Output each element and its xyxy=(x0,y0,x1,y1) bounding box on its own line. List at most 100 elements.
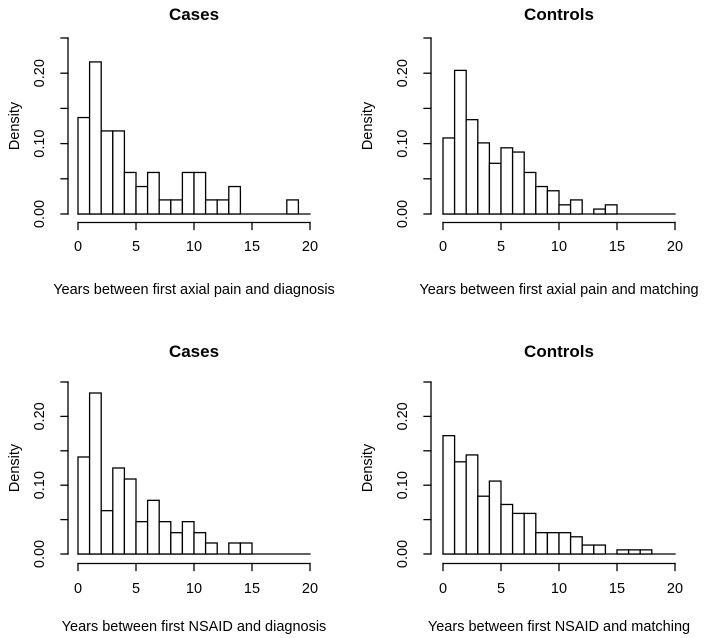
x-tick-label: 20 xyxy=(302,239,318,255)
histogram-bar xyxy=(112,130,126,215)
histogram-bar xyxy=(488,480,502,555)
y-tick-label: 0.20 xyxy=(395,402,411,430)
x-axis-label: Years between first NSAID and matching xyxy=(428,619,690,635)
x-tick-label: 5 xyxy=(132,581,140,597)
y-axis-label: Density xyxy=(7,101,23,150)
chart-title: Cases xyxy=(169,342,219,361)
histogram-bar xyxy=(135,521,149,555)
histogram-bar xyxy=(228,185,242,215)
x-axis-label: Years between first axial pain and match… xyxy=(419,282,698,298)
x-tick-label: 0 xyxy=(439,581,447,597)
histogram-bar xyxy=(465,454,479,555)
histogram-bar xyxy=(535,185,549,215)
histogram-bar xyxy=(523,512,537,555)
histogram-bar xyxy=(135,185,149,215)
histogram-bar xyxy=(593,544,607,555)
x-axis-label: Years between first axial pain and diagn… xyxy=(53,282,335,298)
histogram-bar xyxy=(477,142,491,215)
plot-area: 0.00 0.10 0.20 0 5 10 15 20 xyxy=(32,381,318,597)
histogram-bar xyxy=(500,503,514,555)
x-tick-label: 10 xyxy=(186,239,202,255)
histogram-bar xyxy=(477,495,491,555)
y-tick-label: 0.00 xyxy=(32,200,48,228)
histogram-bar xyxy=(239,542,253,555)
chart-title: Cases xyxy=(169,5,219,24)
histogram-bar xyxy=(77,116,91,215)
y-tick-label: 0.20 xyxy=(395,59,411,87)
plot-area: 0.00 0.10 0.20 0 5 10 15 20 xyxy=(32,37,318,255)
x-tick-label: 0 xyxy=(74,239,82,255)
y-axis-label: Density xyxy=(360,443,376,492)
histogram-bar xyxy=(593,208,607,215)
x-tick-label: 10 xyxy=(551,581,567,597)
panel-controls-axial-pain: 0.00 0.10 0.20 0 5 10 15 20 Controls Years betw… xyxy=(355,0,709,319)
histogram-bar xyxy=(146,171,160,215)
histogram-bar xyxy=(453,69,467,215)
histogram-bar xyxy=(286,199,300,215)
plot-area: 0.00 0.10 0.20 0 5 10 15 20 xyxy=(395,37,683,255)
histogram-bar xyxy=(204,199,218,215)
y-tick-label: 0.20 xyxy=(32,402,48,430)
histogram-bar xyxy=(193,171,207,215)
y-tick-label: 0.00 xyxy=(32,540,48,568)
x-axis-label: Years between first NSAID and diagnosis xyxy=(62,619,327,635)
y-axis-label: Density xyxy=(7,443,23,492)
histogram-controls-axial-pain: 0.00 0.10 0.20 0 5 10 15 20 Controls Years betw… xyxy=(360,5,699,298)
histogram-bar xyxy=(170,532,184,555)
histogram-bar xyxy=(158,521,172,555)
y-axis-label: Density xyxy=(360,101,376,150)
x-tick-label: 10 xyxy=(186,581,202,597)
histogram-bar xyxy=(146,499,160,555)
histogram-bar xyxy=(100,510,114,555)
histogram-bar xyxy=(546,532,560,555)
histogram-bar xyxy=(442,435,456,555)
chart-title: Controls xyxy=(524,342,594,361)
x-tick-label: 5 xyxy=(497,239,505,255)
y-tick-label: 0.00 xyxy=(395,540,411,568)
histogram-bar xyxy=(158,199,172,215)
x-tick-label: 15 xyxy=(244,581,260,597)
histogram-bar xyxy=(228,542,242,555)
histogram-bar xyxy=(546,190,560,215)
histogram-controls-nsaid: 0.00 0.10 0.20 0 5 10 15 20 Controls Years betw… xyxy=(360,342,690,635)
histogram-bar xyxy=(88,61,102,215)
x-tick-label: 5 xyxy=(132,239,140,255)
histogram-bar xyxy=(181,171,195,215)
x-tick-label: 0 xyxy=(74,581,82,597)
histogram-bar xyxy=(100,130,114,215)
x-tick-label: 15 xyxy=(609,581,625,597)
y-tick-label: 0.10 xyxy=(395,129,411,157)
y-tick-label: 0.10 xyxy=(395,471,411,499)
plot-area: 0.00 0.10 0.20 0 5 10 15 20 xyxy=(395,381,683,597)
x-tick-label: 5 xyxy=(497,581,505,597)
histogram-bar xyxy=(616,549,630,555)
histogram-bar xyxy=(523,171,537,215)
histogram-bar xyxy=(88,392,102,555)
panel-cases-nsaid: 0.00 0.10 0.20 0 5 10 15 20 Cases Years between… xyxy=(0,319,355,638)
histogram-bar xyxy=(488,162,502,215)
panel-controls-nsaid: 0.00 0.10 0.20 0 5 10 15 20 Controls Years betw… xyxy=(355,319,709,638)
histogram-bar xyxy=(123,478,137,555)
histogram-bar xyxy=(535,532,549,555)
panel-cases-axial-pain: 0.00 0.10 0.20 0 5 10 15 20 Cases Years between… xyxy=(0,0,355,319)
histogram-bar xyxy=(639,549,653,555)
x-tick-label: 15 xyxy=(609,239,625,255)
histogram-bar xyxy=(569,536,583,555)
histogram-cases-axial-pain: 0.00 0.10 0.20 0 5 10 15 20 Cases Years between… xyxy=(7,5,335,298)
histogram-bar xyxy=(627,549,641,555)
histogram-bar xyxy=(123,171,137,215)
histogram-bar xyxy=(204,542,218,555)
histogram-bar xyxy=(558,532,572,555)
x-tick-label: 0 xyxy=(439,239,447,255)
histogram-bar xyxy=(181,521,195,555)
histogram-bar xyxy=(77,456,91,555)
y-tick-label: 0.10 xyxy=(32,129,48,157)
histogram-bar xyxy=(511,151,525,215)
chart-title: Controls xyxy=(524,5,594,24)
histogram-bar xyxy=(112,467,126,555)
x-tick-label: 20 xyxy=(302,581,318,597)
histogram-bar xyxy=(453,461,467,555)
x-tick-label: 20 xyxy=(667,239,683,255)
y-tick-label: 0.20 xyxy=(32,59,48,87)
